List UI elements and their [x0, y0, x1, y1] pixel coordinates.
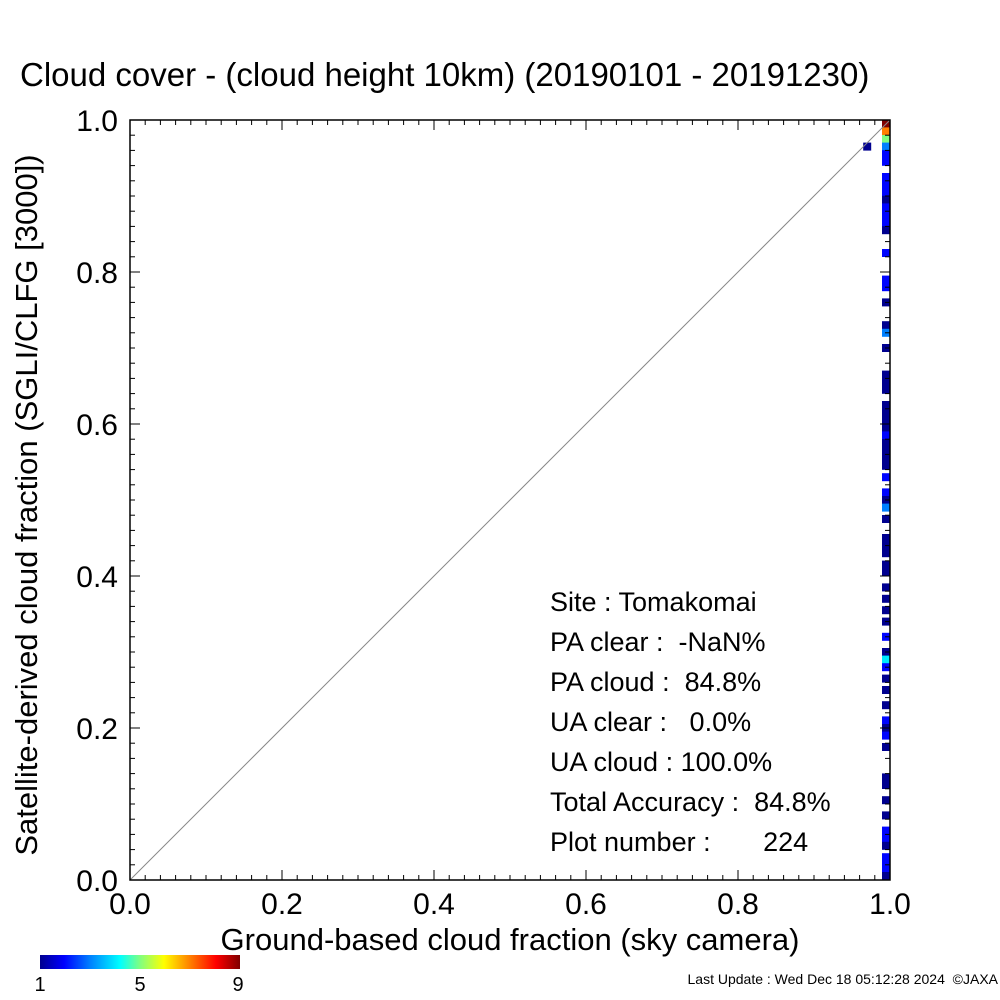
stat-ua-cloud: UA cloud : 100.0%: [550, 747, 773, 777]
data-point: [863, 142, 872, 151]
data-point: [882, 583, 890, 592]
data-point: [882, 211, 890, 219]
data-point: [882, 826, 890, 835]
data-point: [882, 203, 890, 212]
data-point: [882, 321, 890, 330]
data-point: [882, 674, 890, 683]
data-point: [882, 218, 890, 227]
data-point: [882, 686, 890, 694]
data-point: [882, 872, 890, 880]
data-point: [882, 142, 890, 151]
data-point: [882, 454, 890, 463]
data-point: [882, 275, 890, 284]
data-point: [882, 188, 890, 197]
chart-title: Cloud cover - (cloud height 10km) (20190…: [20, 56, 870, 93]
stat-ua-clear: UA clear : 0.0%: [550, 707, 752, 737]
data-point: [882, 150, 890, 159]
colorbar-tick-max: 9: [232, 974, 244, 996]
y-tick-label: 0.2: [76, 713, 118, 746]
stat-site: Site : Tomakomai: [550, 587, 757, 617]
x-axis-label: Ground-based cloud fraction (sky camera): [220, 922, 800, 957]
data-point: [882, 743, 890, 751]
data-point: [882, 515, 890, 523]
data-point: [882, 796, 890, 805]
data-point: [882, 853, 890, 862]
data-point: [882, 655, 890, 664]
y-tick-label: 0.4: [76, 561, 118, 594]
data-point: [882, 378, 890, 387]
data-point: [882, 446, 890, 455]
y-tick-label: 0.0: [76, 865, 118, 898]
data-point: [882, 503, 890, 512]
data-point: [882, 549, 890, 558]
y-tick-label: 0.6: [76, 409, 118, 442]
data-point: [882, 701, 890, 710]
stat-pa-clear: PA clear : -NaN%: [550, 627, 766, 657]
data-point: [882, 226, 890, 235]
data-point: [882, 173, 890, 181]
data-point: [882, 461, 890, 470]
data-point: [882, 408, 890, 417]
stat-pa-cloud: PA cloud : 84.8%: [550, 667, 762, 697]
data-point: [882, 594, 890, 603]
y-tick-label: 1.0: [76, 105, 118, 138]
data-point: [882, 488, 890, 497]
data-point: [882, 606, 890, 615]
data-point: [882, 473, 890, 482]
data-point: [882, 180, 890, 189]
y-axis-label: Satellite-derived cloud fraction (SGLI/C…: [9, 154, 44, 856]
data-point: [882, 534, 890, 542]
y-tick-label: 0.8: [76, 257, 118, 290]
x-tick-label: 0.8: [717, 888, 759, 921]
data-point: [882, 127, 890, 136]
stat-total-accuracy: Total Accuracy : 84.8%: [550, 787, 831, 817]
data-point: [882, 385, 890, 394]
data-point: [882, 431, 890, 440]
x-tick-label: 0.6: [565, 888, 607, 921]
data-point: [882, 811, 890, 820]
data-point: [882, 370, 890, 379]
data-point: [882, 439, 890, 447]
data-point: [882, 157, 890, 166]
data-point: [882, 568, 890, 577]
data-point: [882, 834, 890, 843]
stat-plot-number: Plot number : 224: [550, 827, 809, 857]
data-point: [882, 731, 890, 740]
data-point: [882, 781, 890, 789]
data-point: [882, 401, 890, 409]
data-point: [882, 773, 890, 782]
data-point: [882, 716, 890, 725]
x-tick-label: 0.0: [109, 888, 151, 921]
colorbar-tick-min: 1: [34, 974, 46, 996]
data-point: [882, 249, 890, 257]
reference-line: [129, 119, 891, 881]
stats-panel: Site : Tomakomai PA clear : -NaN% PA clo…: [550, 582, 831, 862]
data-point: [882, 560, 890, 569]
x-tick-label: 0.2: [261, 888, 303, 921]
last-update-footer: Last Update : Wed Dec 18 05:12:28 2024 ©…: [687, 971, 998, 987]
x-tick-label: 0.4: [413, 888, 455, 921]
data-point: [882, 195, 890, 204]
data-point: [882, 841, 890, 850]
axis-ticks: [129, 119, 891, 881]
colorbar-tick-mid: 5: [134, 974, 146, 996]
data-point: [882, 423, 890, 432]
data-point: [882, 416, 890, 425]
axis-tick-labels: 0.0 0.2 0.4 0.6 0.8 1.0 0.0 0.2 0.4 0.6 0.8 1.0: [76, 105, 911, 921]
x-tick-label: 1.0: [869, 888, 911, 921]
data-point: [882, 135, 890, 143]
colorbar: [40, 955, 240, 969]
